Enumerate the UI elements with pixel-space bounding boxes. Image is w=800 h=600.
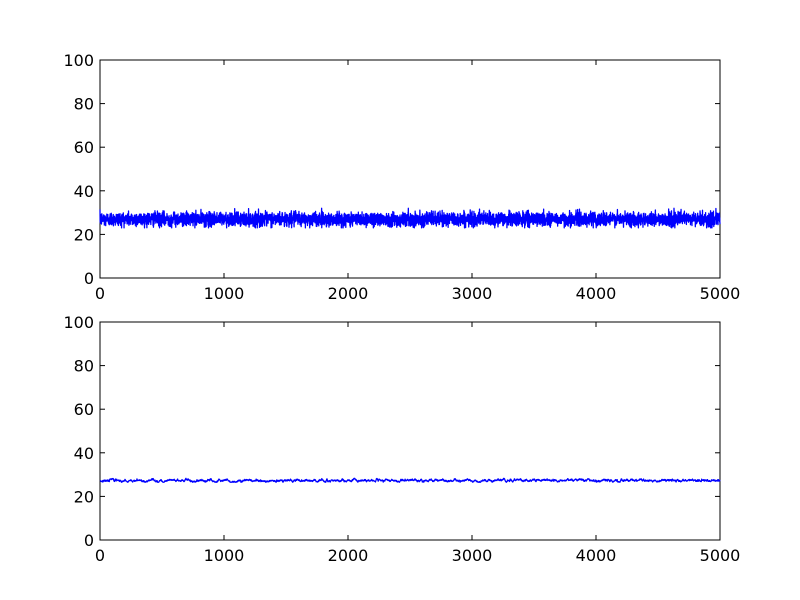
x-tick-label: 4000 (576, 284, 617, 303)
x-tick-label: 3000 (452, 546, 493, 565)
y-tick-label: 60 (74, 400, 94, 419)
plot-area (99, 321, 721, 541)
x-tick-label: 0 (95, 546, 105, 565)
x-tick-label: 0 (95, 284, 105, 303)
series-line (99, 477, 721, 483)
series-line (99, 207, 721, 229)
y-tick-label: 40 (74, 444, 94, 463)
y-tick-label: 80 (74, 357, 94, 376)
x-tick-label: 5000 (700, 546, 741, 565)
y-tick-label: 100 (63, 51, 94, 70)
x-tick-label: 3000 (452, 284, 493, 303)
y-tick-label: 80 (74, 95, 94, 114)
y-tick-label: 0 (84, 269, 94, 288)
x-tick-label: 4000 (576, 546, 617, 565)
plot-area (99, 59, 721, 279)
x-tick-label: 2000 (328, 546, 369, 565)
x-tick-label: 1000 (204, 546, 245, 565)
y-tick-label: 100 (63, 313, 94, 332)
y-tick-label: 0 (84, 531, 94, 550)
y-tick-label: 20 (74, 225, 94, 244)
y-tick-label: 40 (74, 182, 94, 201)
y-tick-label: 20 (74, 487, 94, 506)
top-subplot: 0 1000 2000 3000 4000 5000 0 20 40 60 80 100 (63, 51, 740, 303)
x-tick-label: 2000 (328, 284, 369, 303)
bottom-subplot: 0 1000 2000 3000 4000 5000 0 20 40 60 80 100 (63, 313, 740, 565)
x-tick-label: 5000 (700, 284, 741, 303)
y-tick-label: 60 (74, 138, 94, 157)
x-tick-label: 1000 (204, 284, 245, 303)
